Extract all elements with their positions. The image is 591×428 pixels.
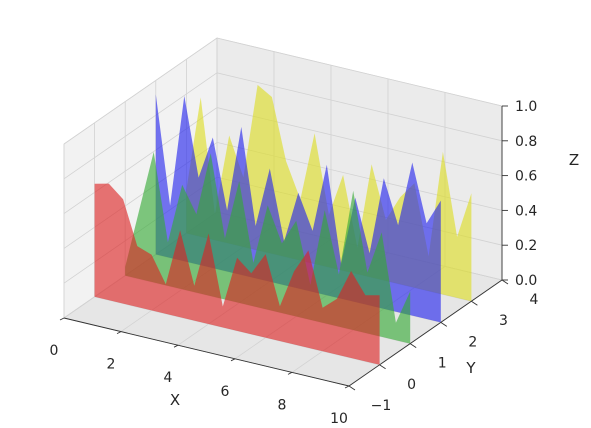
x-tick-label: 4 xyxy=(164,370,173,386)
y-tick-label: 2 xyxy=(468,334,477,350)
y-tick-label: 4 xyxy=(530,292,539,308)
y-tick-label: −1 xyxy=(371,398,392,414)
y-tick-label: 3 xyxy=(499,313,508,329)
z-axis-label: Z xyxy=(569,151,579,169)
z-tick-label: 0.8 xyxy=(515,134,537,150)
x-tick xyxy=(287,371,293,375)
z-tick-label: 0.6 xyxy=(515,169,537,185)
series-area-y0 xyxy=(94,183,380,365)
x-axis-line xyxy=(63,317,350,387)
y-tick xyxy=(409,343,417,348)
z-tick-label: 0.4 xyxy=(515,203,537,219)
x-tick-label: 10 xyxy=(330,411,348,427)
y-tick xyxy=(471,300,478,306)
x-tick xyxy=(344,385,350,389)
x-tick xyxy=(173,344,179,348)
y-tick xyxy=(440,322,448,327)
grid-line-z xyxy=(63,107,503,214)
y-tick-label: 0 xyxy=(407,377,416,393)
x-tick-label: 0 xyxy=(50,343,59,359)
y-tick xyxy=(501,279,509,285)
z-tick-label: 0.0 xyxy=(515,273,537,289)
y-tick xyxy=(379,364,386,370)
z-tick-label: 1.0 xyxy=(515,99,537,115)
y-axis-label: Y xyxy=(465,359,476,377)
z-tick-label: 0.2 xyxy=(515,238,537,254)
grid-line-z xyxy=(63,72,503,180)
x-tick xyxy=(116,331,122,335)
grid-line-z xyxy=(63,37,503,145)
y-tick xyxy=(348,385,356,391)
x-tick xyxy=(59,317,65,321)
x-tick-label: 2 xyxy=(107,357,116,373)
x-axis-label: X xyxy=(170,391,180,409)
x-tick-label: 8 xyxy=(278,397,287,413)
x-tick-label: 6 xyxy=(221,384,230,400)
y-axis-line xyxy=(348,279,503,387)
y-tick-label: 1 xyxy=(438,356,447,372)
x-tick xyxy=(230,358,236,362)
